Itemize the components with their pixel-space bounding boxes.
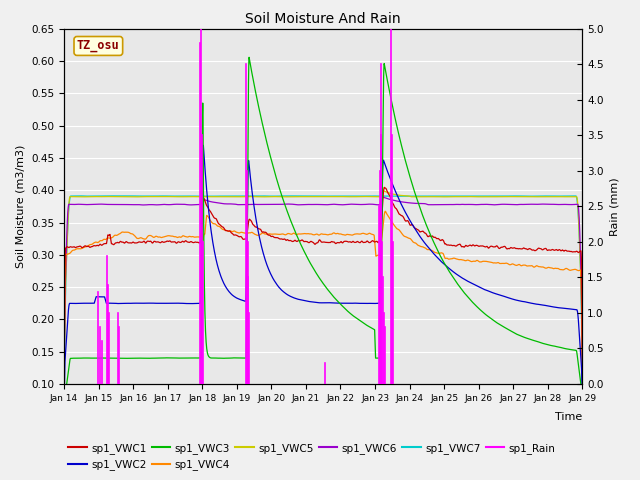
Y-axis label: Soil Moisture (m3/m3): Soil Moisture (m3/m3) bbox=[15, 144, 26, 268]
X-axis label: Time: Time bbox=[555, 412, 582, 422]
Y-axis label: Rain (mm): Rain (mm) bbox=[609, 177, 620, 236]
Title: Soil Moisture And Rain: Soil Moisture And Rain bbox=[245, 12, 401, 26]
Text: TZ_osu: TZ_osu bbox=[77, 39, 120, 52]
Legend: sp1_VWC1, sp1_VWC2, sp1_VWC3, sp1_VWC4, sp1_VWC5, sp1_VWC6, sp1_VWC7, sp1_Rain: sp1_VWC1, sp1_VWC2, sp1_VWC3, sp1_VWC4, … bbox=[64, 439, 559, 474]
